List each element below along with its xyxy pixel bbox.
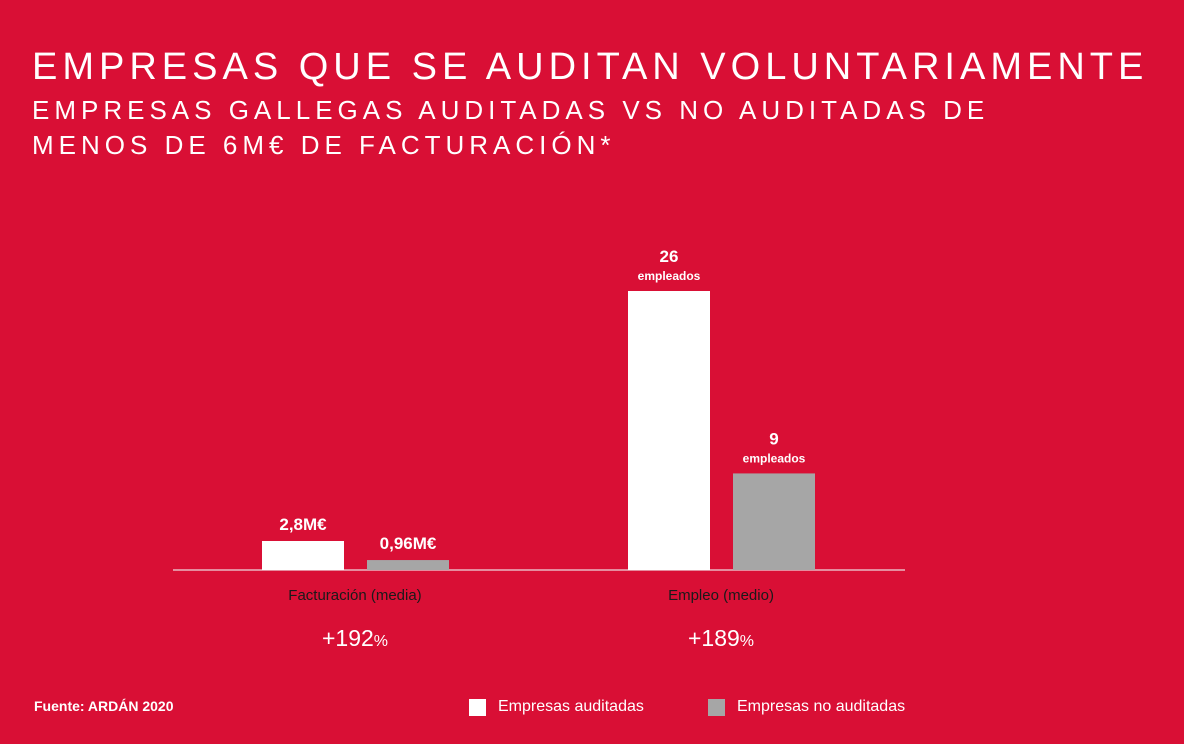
- legend-swatch-auditadas: [469, 698, 486, 716]
- bar-value-label: 9: [769, 429, 778, 448]
- category-label: Facturación (media): [288, 587, 421, 604]
- difference-number: +189: [688, 625, 740, 651]
- bar-unit-label: empleados: [743, 451, 806, 465]
- bar-facturacion-auditadas: [262, 541, 344, 570]
- category-label: Empleo (medio): [668, 587, 774, 604]
- difference-label: +189%: [688, 625, 754, 651]
- difference-percent-symbol: %: [740, 633, 754, 650]
- bar-facturacion-no-auditadas: [367, 560, 449, 570]
- difference-label: +192%: [322, 625, 388, 651]
- bar-empleo-no-auditadas: [733, 473, 815, 570]
- difference-percent-symbol: %: [374, 633, 388, 650]
- legend-label-no-auditadas: Empresas no auditadas: [737, 698, 906, 715]
- legend-item-no-auditadas: Empresas no auditadas: [708, 698, 905, 716]
- bar-empleo-auditadas: [628, 291, 710, 570]
- bar-value-label: 26: [660, 247, 679, 266]
- bar-value-label: 0,96M€: [380, 534, 437, 553]
- legend-item-auditadas: Empresas auditadas: [469, 698, 644, 716]
- bar-unit-label: empleados: [638, 269, 701, 283]
- page-subtitle: EMPRESAS GALLEGAS AUDITADAS VS NO AUDITA…: [32, 95, 990, 160]
- source-note: Fuente: ARDÁN 2020: [34, 698, 174, 714]
- bar-value-label: 2,8M€: [279, 515, 327, 534]
- legend-label-auditadas: Empresas auditadas: [498, 698, 644, 715]
- page-title: EMPRESAS QUE SE AUDITAN VOLUNTARIAMENTE: [32, 46, 1149, 88]
- legend-swatch-no-auditadas: [708, 698, 725, 716]
- difference-number: +192: [322, 625, 374, 651]
